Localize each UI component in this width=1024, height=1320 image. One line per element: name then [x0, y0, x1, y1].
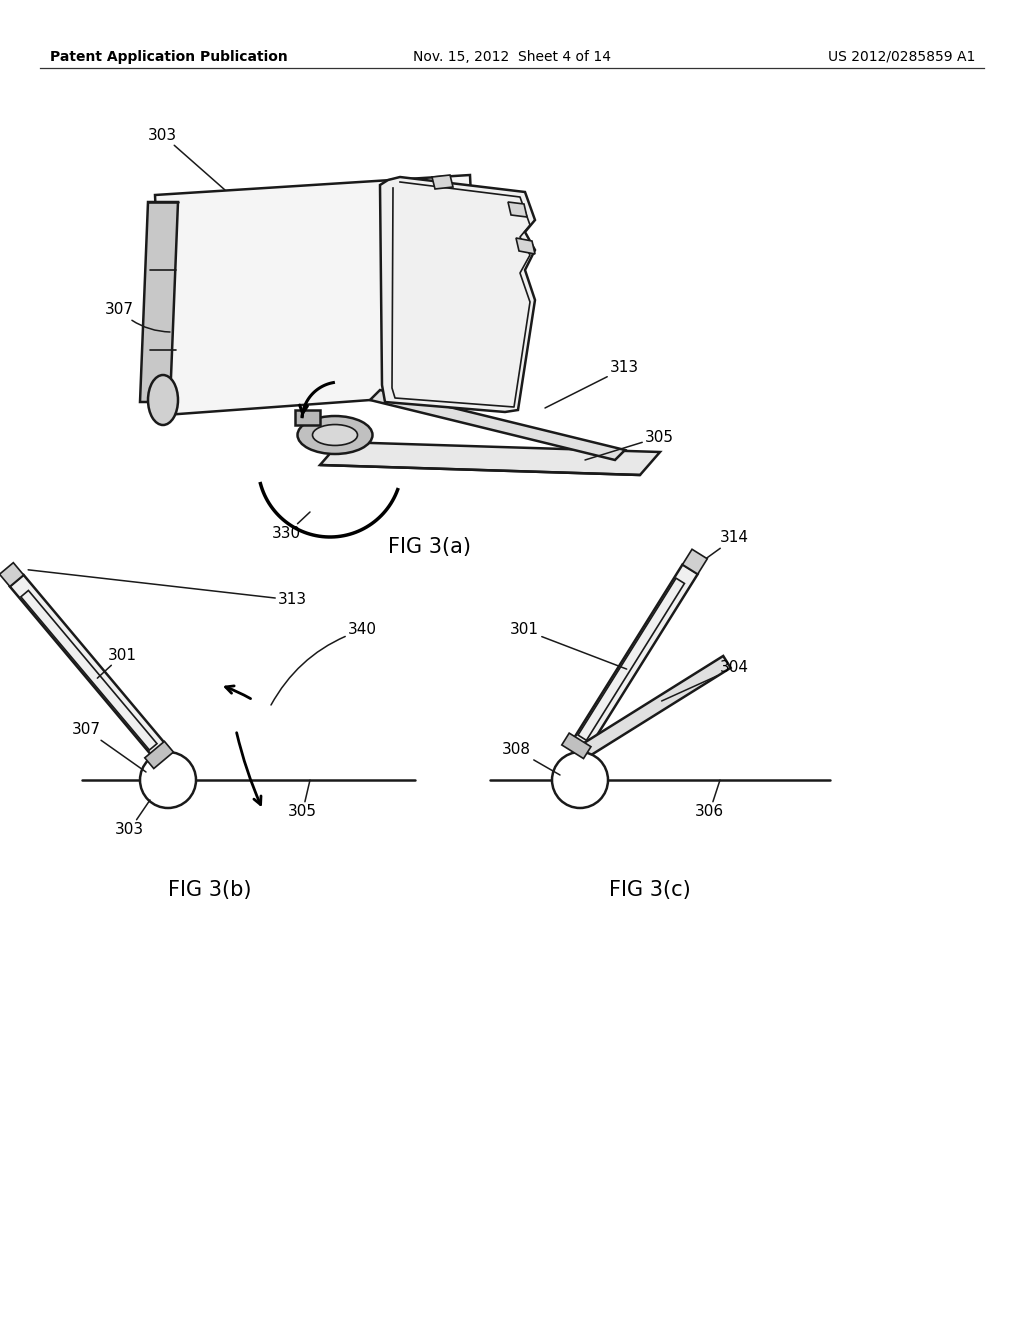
Polygon shape [380, 177, 535, 412]
Text: 304: 304 [662, 660, 749, 701]
Text: 330: 330 [272, 512, 310, 541]
Polygon shape [508, 202, 527, 216]
Polygon shape [0, 562, 24, 586]
Text: 305: 305 [288, 780, 317, 820]
Polygon shape [144, 742, 173, 768]
Polygon shape [568, 565, 697, 756]
Circle shape [552, 752, 608, 808]
Text: Patent Application Publication: Patent Application Publication [50, 50, 288, 63]
Text: FIG 3(a): FIG 3(a) [388, 537, 471, 557]
Polygon shape [562, 733, 591, 759]
Text: FIG 3(c): FIG 3(c) [609, 880, 691, 900]
Text: 314: 314 [699, 531, 749, 564]
Polygon shape [574, 656, 731, 760]
Text: 301: 301 [97, 648, 137, 678]
Text: 308: 308 [502, 742, 560, 775]
Text: 305: 305 [585, 429, 674, 459]
Text: 307: 307 [72, 722, 146, 772]
Text: FIG 3(b): FIG 3(b) [168, 880, 252, 900]
Text: 303: 303 [148, 128, 225, 190]
Text: 301: 301 [510, 623, 627, 669]
Text: Nov. 15, 2012  Sheet 4 of 14: Nov. 15, 2012 Sheet 4 of 14 [413, 50, 611, 63]
Polygon shape [370, 389, 625, 459]
Polygon shape [155, 176, 480, 414]
Polygon shape [295, 411, 319, 425]
Polygon shape [682, 549, 708, 574]
Polygon shape [10, 576, 171, 763]
Text: 340: 340 [271, 623, 377, 705]
Text: 306: 306 [695, 780, 724, 820]
Polygon shape [516, 238, 535, 253]
Text: 303: 303 [115, 800, 150, 837]
Text: 313: 313 [545, 360, 639, 408]
Text: 307: 307 [105, 302, 170, 333]
Ellipse shape [312, 425, 357, 445]
Polygon shape [140, 202, 178, 403]
Polygon shape [432, 176, 453, 189]
Polygon shape [319, 442, 660, 475]
Ellipse shape [148, 375, 178, 425]
Ellipse shape [298, 416, 373, 454]
Text: US 2012/0285859 A1: US 2012/0285859 A1 [827, 50, 975, 63]
Circle shape [140, 752, 196, 808]
Text: 313: 313 [28, 570, 307, 607]
